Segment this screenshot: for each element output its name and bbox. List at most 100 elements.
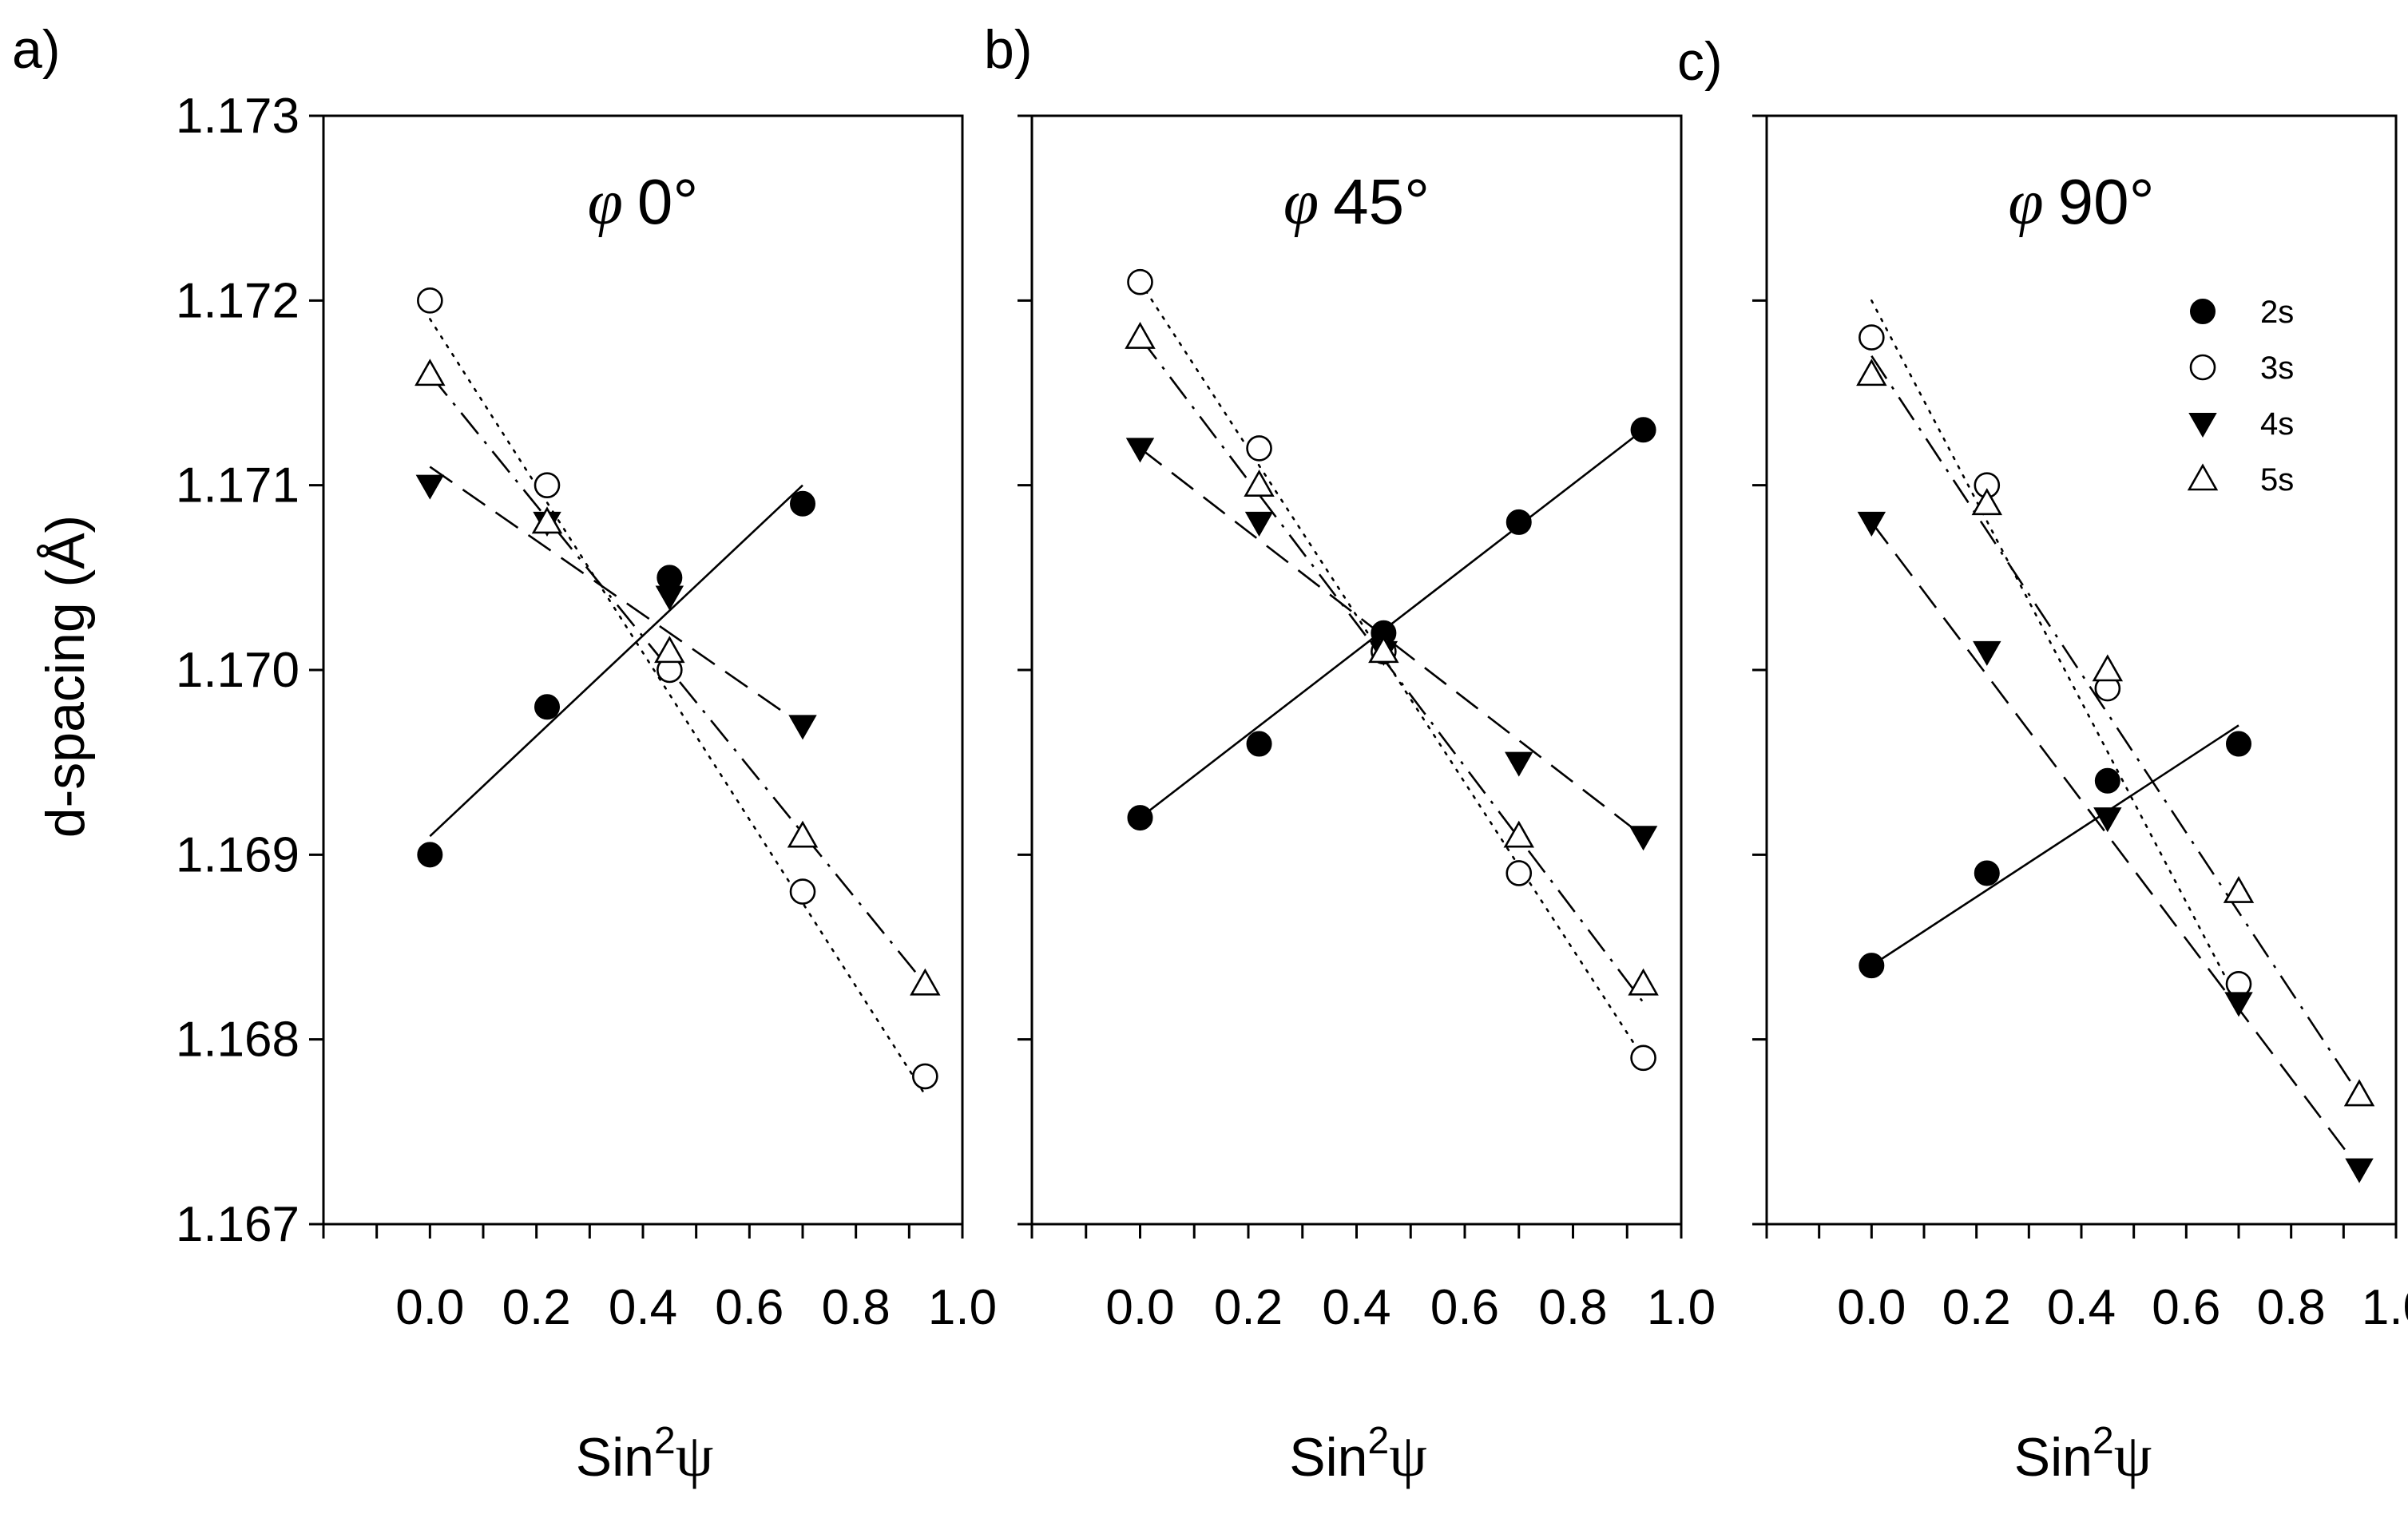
panel-title-angle: 45° (1333, 166, 1430, 237)
x-axis-title-superscript: 2 (2093, 1420, 2114, 1462)
x-tick-label: 0.6 (1430, 1280, 1499, 1335)
y-tick-label: 1.172 (176, 273, 300, 328)
panel-title-phi: φ (588, 168, 623, 238)
data-point-3s (1630, 1044, 1656, 1072)
fit-line-3s (1870, 299, 2240, 1004)
x-axis-title-symbol: ψ (1389, 1422, 1427, 1489)
data-point-4s (655, 585, 684, 611)
y-tick-label: 1.169 (176, 827, 300, 882)
x-tick-label: 0.8 (1538, 1280, 1607, 1335)
fit-line-5s (1139, 336, 1644, 1004)
data-point-4s (2093, 807, 2122, 833)
data-point-2s (790, 490, 815, 517)
x-tick-label: 0.2 (502, 1280, 571, 1335)
data-point-2s (534, 694, 560, 720)
data-point-5s (1503, 820, 1534, 848)
y-tick-label: 1.171 (176, 458, 300, 513)
x-tick-label: 1.0 (928, 1280, 997, 1335)
y-tick-label: 1.167 (176, 1197, 300, 1252)
y-tick-label: 1.168 (176, 1013, 300, 1068)
data-point-5s (787, 820, 819, 848)
x-tick-label: 0.8 (822, 1280, 891, 1335)
plot-frame (1765, 114, 2398, 1226)
data-point-3s (1246, 435, 1272, 462)
data-point-4s (2345, 1158, 2374, 1183)
data-point-5s (1244, 470, 1275, 497)
x-tick-label: 0.4 (609, 1280, 677, 1335)
fit-line-5s (429, 374, 926, 985)
legend-marker-2s (2190, 299, 2216, 324)
panel-title-angle: 0° (637, 166, 698, 237)
data-point-4s (1505, 751, 1533, 777)
x-tick-label: 1.0 (1647, 1280, 1716, 1335)
data-point-5s (910, 968, 941, 996)
data-point-3s (1859, 324, 1885, 351)
fit-line-3s (429, 318, 926, 1096)
data-point-5s (415, 359, 446, 386)
panel-a: a) 1.167 1.168 1.169 1.170 1.171 1.172 1.173 0.0… (12, 19, 997, 1489)
x-axis-title: Sin2ψ (2014, 1420, 2152, 1489)
x-tick-label: 0.2 (1214, 1280, 1283, 1335)
panel-label: a) (12, 19, 60, 80)
data-point-2s (1246, 731, 1272, 757)
x-axis-title: Sin2ψ (576, 1420, 714, 1489)
x-tick-label: 0.0 (1837, 1280, 1906, 1335)
panel-title: φ 0° (588, 166, 699, 238)
panel-title-phi: φ (1283, 168, 1319, 238)
legend-label-3s: 3s (2260, 351, 2294, 386)
data-point-4s (1857, 511, 1886, 537)
legend-marker-5s (2187, 463, 2219, 491)
data-point-3s (417, 287, 443, 314)
data-point-5s (531, 506, 563, 534)
panel-b: b) 0.0 0.2 0.4 0.6 0.8 1.0 Sin2ψ φ 45° (984, 19, 1716, 1489)
x-tick-label: 0.8 (2257, 1280, 2326, 1335)
data-point-4s (1973, 640, 2001, 666)
data-point-2s (417, 842, 443, 868)
data-point-2s (1630, 417, 1656, 443)
data-point-4s (2224, 992, 2253, 1017)
panel-c: c) 0.0 0.2 0.4 0.6 0.8 1.0 Sin2ψ φ90° 2s 3s 4s 5s (1677, 31, 2408, 1489)
data-point-2s (2226, 731, 2251, 757)
x-tick-label: 0.0 (1105, 1280, 1174, 1335)
x-axis-title-text: Sin (2014, 1427, 2093, 1488)
legend-label-2s: 2s (2260, 295, 2294, 330)
data-point-5s (2223, 875, 2255, 903)
fit-line-3s (1139, 280, 1644, 1060)
fit-line-2s (1870, 724, 2239, 967)
panel-title: φ 90° (2008, 166, 2154, 238)
x-axis-title: Sin2ψ (1289, 1420, 1427, 1489)
x-tick-label: 0.2 (1942, 1280, 2011, 1335)
fit-line-4s (1870, 521, 2361, 1170)
data-point-4s (1628, 826, 1658, 851)
x-tick-label: 0.6 (715, 1280, 783, 1335)
data-point-3s (534, 472, 561, 498)
x-axis-title-text: Sin (576, 1427, 654, 1488)
data-point-2s (1505, 509, 1532, 535)
data-point-4s (1125, 438, 1155, 463)
x-axis-title-text: Sin (1289, 1427, 1367, 1488)
data-point-4s (415, 474, 445, 500)
data-point-3s (789, 878, 816, 905)
y-tick-label: 1.170 (176, 643, 300, 698)
data-point-2s (2094, 767, 2120, 794)
panel-label: c) (1677, 31, 1723, 92)
data-point-5s (1856, 359, 1887, 386)
data-point-5s (2343, 1079, 2375, 1107)
data-point-5s (2092, 654, 2124, 682)
panel-title: φ 45° (1283, 166, 1430, 238)
fit-line-4s (429, 466, 803, 727)
data-point-5s (1125, 321, 1156, 349)
x-axis-title-superscript: 2 (1368, 1420, 1390, 1462)
plot-frame (322, 114, 964, 1226)
legend-marker-3s (2189, 354, 2216, 381)
data-point-5s (1368, 636, 1399, 664)
legend-label-4s: 4s (2260, 406, 2294, 442)
data-point-3s (912, 1063, 938, 1090)
y-axis-title: d-spacing (Å) (35, 515, 96, 838)
data-point-4s (1244, 511, 1274, 537)
data-point-4s (788, 715, 817, 740)
data-point-2s (1127, 805, 1153, 831)
data-point-3s (1127, 268, 1153, 295)
x-axis-title-symbol: ψ (2114, 1422, 2152, 1489)
fit-line-2s (429, 484, 803, 838)
